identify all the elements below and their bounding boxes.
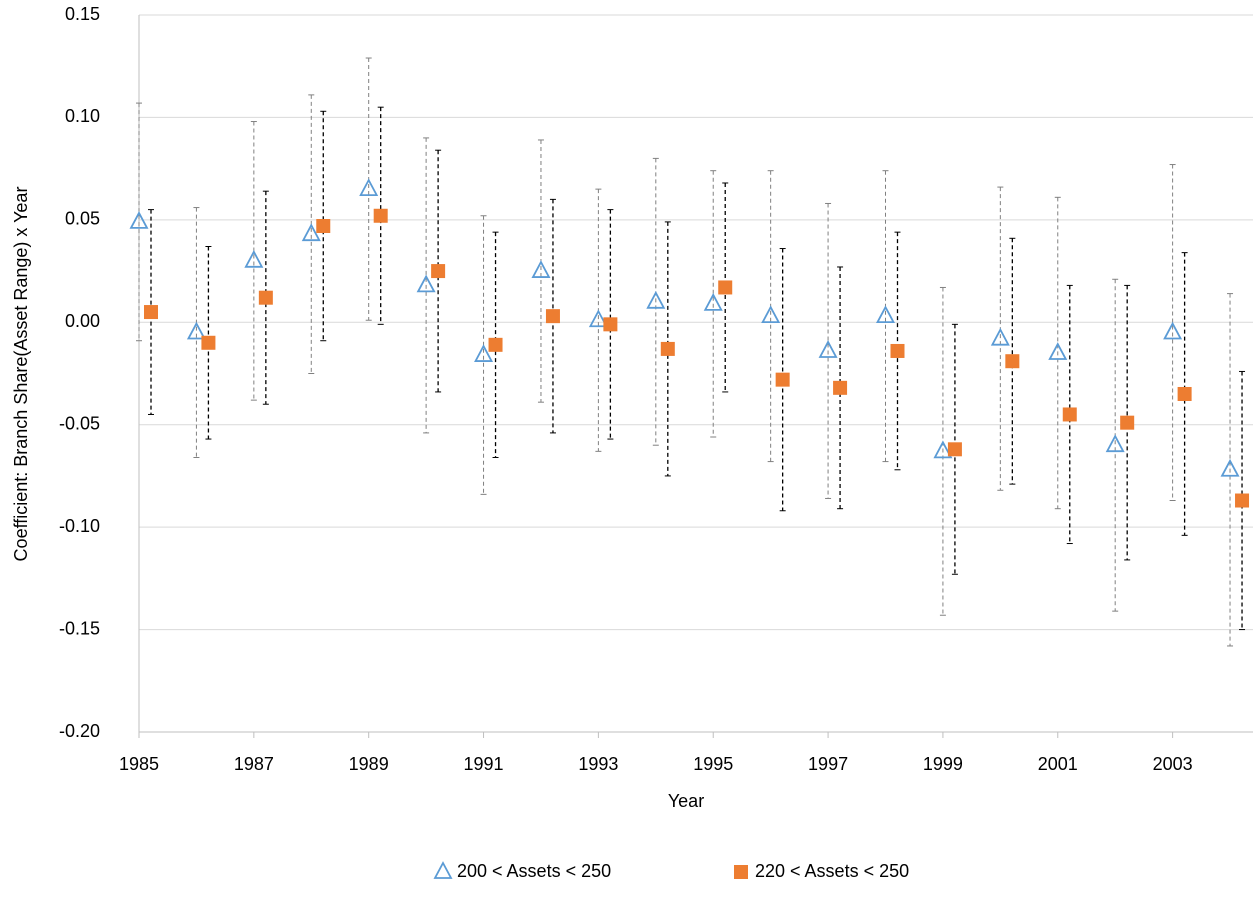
y-tick-label: -0.20 xyxy=(59,721,100,741)
point xyxy=(761,305,781,324)
point xyxy=(890,343,905,358)
y-tick-label: -0.15 xyxy=(59,618,100,638)
point xyxy=(833,380,848,395)
point xyxy=(1105,434,1125,453)
point xyxy=(1048,342,1068,360)
x-tick-label: 1985 xyxy=(119,754,159,774)
x-tick-label: 2001 xyxy=(1038,754,1078,774)
y-tick-label: 0.10 xyxy=(65,106,100,126)
point xyxy=(316,219,331,234)
point xyxy=(359,178,379,197)
point xyxy=(144,305,158,320)
point xyxy=(488,337,503,352)
point xyxy=(875,305,895,324)
point xyxy=(301,223,321,242)
point xyxy=(258,290,273,305)
legend-marker xyxy=(433,861,453,879)
point xyxy=(201,335,216,350)
point xyxy=(947,442,962,457)
point xyxy=(588,309,608,328)
point xyxy=(1235,493,1250,508)
y-tick-label: 0.15 xyxy=(65,4,100,24)
x-tick-label: 1997 xyxy=(808,754,848,774)
point xyxy=(646,290,666,309)
x-tick-label: 1989 xyxy=(349,754,389,774)
point xyxy=(1163,321,1183,340)
x-tick-label: 1999 xyxy=(923,754,963,774)
point xyxy=(373,208,388,223)
point xyxy=(603,317,618,332)
point xyxy=(775,372,790,387)
point xyxy=(416,274,436,293)
point xyxy=(186,321,206,340)
y-axis-label: Coefficient: Branch Share(Asset Range) x… xyxy=(11,187,31,562)
point xyxy=(660,341,675,356)
point xyxy=(545,309,560,324)
point xyxy=(933,440,953,459)
point xyxy=(531,260,551,278)
point xyxy=(990,327,1010,346)
y-tick-label: -0.10 xyxy=(59,516,100,536)
x-tick-label: 2003 xyxy=(1153,754,1193,774)
point xyxy=(129,210,149,229)
point xyxy=(1120,415,1135,430)
x-tick-label: 1991 xyxy=(464,754,504,774)
x-axis-label: Year xyxy=(668,791,704,811)
y-tick-label: 0.00 xyxy=(65,311,100,331)
x-tick-label: 1993 xyxy=(578,754,618,774)
legend-label: 200 < Assets < 250 xyxy=(457,861,611,881)
point xyxy=(818,340,838,358)
point xyxy=(474,344,494,362)
legend-label: 220 < Assets < 250 xyxy=(755,861,909,881)
legend-marker xyxy=(734,865,748,879)
point xyxy=(1220,458,1240,477)
point xyxy=(718,280,733,295)
point xyxy=(1005,354,1020,369)
point xyxy=(1062,407,1077,422)
x-tick-label: 1987 xyxy=(234,754,274,774)
y-tick-label: 0.05 xyxy=(65,209,100,229)
point xyxy=(1177,386,1192,401)
point xyxy=(431,264,446,279)
x-tick-label: 1995 xyxy=(693,754,733,774)
y-tick-label: -0.05 xyxy=(59,413,100,433)
point xyxy=(703,292,723,311)
point xyxy=(244,249,264,268)
